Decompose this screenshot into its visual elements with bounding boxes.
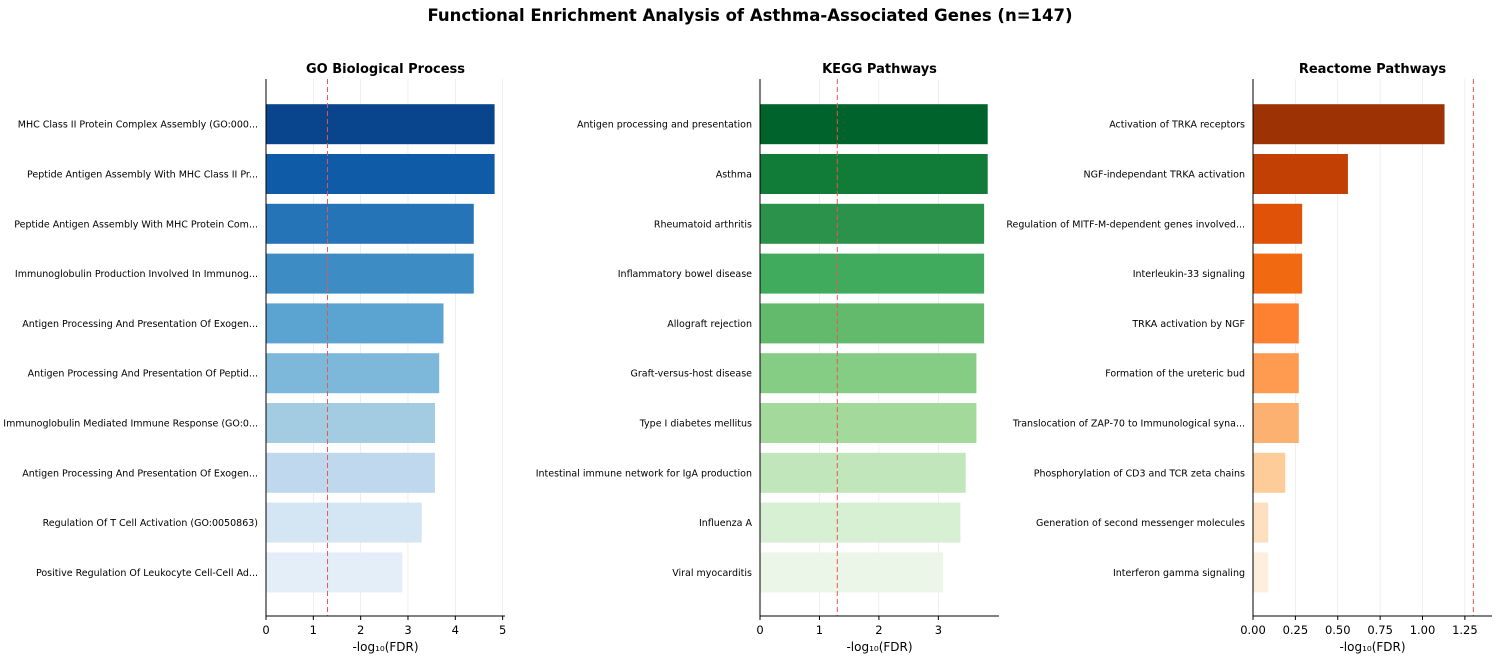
category-label: Positive Regulation Of Leukocyte Cell-Ce… (36, 568, 258, 579)
bar (1253, 154, 1348, 194)
bar (760, 203, 985, 244)
panel-title: Reactome Pathways (1299, 62, 1447, 77)
panel-title: GO Biological Process (306, 62, 465, 77)
bar (760, 353, 977, 394)
x-tick-label: 5 (499, 623, 506, 637)
x-axis-label: -log₁₀(FDR) (352, 640, 418, 654)
category-label: Graft-versus-host disease (631, 369, 753, 380)
category-label: Interleukin-33 signaling (1133, 269, 1245, 280)
category-label: Regulation of MITF-M-dependent genes inv… (1006, 219, 1245, 230)
category-label: Intestinal immune network for IgA produc… (536, 468, 752, 479)
bar (1253, 552, 1269, 593)
category-label: Antigen Processing And Presentation Of E… (22, 319, 258, 330)
x-axis-label: -log₁₀(FDR) (1339, 640, 1405, 654)
x-tick-label: 4 (452, 623, 459, 637)
category-label: Phosphorylation of CD3 and TCR zeta chai… (1034, 468, 1245, 479)
category-label: Activation of TRKA receptors (1109, 120, 1245, 131)
bar (1253, 203, 1303, 244)
category-label: Antigen processing and presentation (577, 120, 752, 131)
panel-2: Antigen processing and presentation Asthm… (536, 62, 999, 654)
category-label: Translocation of ZAP-70 to Immunological… (1012, 419, 1245, 430)
bar (1253, 253, 1303, 294)
category-label: Antigen Processing And Presentation Of E… (22, 468, 258, 479)
category-label: NGF-independant TRKA activation (1084, 170, 1245, 181)
bar (760, 104, 988, 145)
category-label: Rheumatoid arthritis (654, 219, 752, 230)
category-label: MHC Class II Protein Complex Assembly (G… (18, 120, 258, 131)
bar (266, 253, 474, 294)
bar (760, 154, 988, 194)
category-label: Asthma (716, 170, 752, 181)
bar (1253, 452, 1286, 493)
x-axis-label: -log₁₀(FDR) (846, 640, 912, 654)
figure-title: Functional Enrichment Analysis of Asthma… (427, 6, 1072, 25)
panel-3: Activation of TRKA receptors NGF-independ… (1006, 62, 1492, 654)
x-tick-label: 1.25 (1452, 623, 1478, 637)
x-tick-label: 0 (262, 623, 269, 637)
panel-title: KEGG Pathways (822, 62, 937, 77)
bar (1253, 303, 1299, 344)
bar (1253, 403, 1299, 443)
x-tick-label: 3 (404, 623, 411, 637)
bar (760, 552, 944, 593)
bar (266, 353, 440, 394)
category-label: Allograft rejection (667, 319, 752, 330)
bar (266, 552, 403, 593)
x-tick-label: 1.00 (1410, 623, 1436, 637)
x-tick-label: 0.50 (1325, 623, 1351, 637)
bar (266, 154, 495, 194)
x-tick-label: 2 (875, 623, 882, 637)
x-tick-label: 0.00 (1240, 623, 1266, 637)
bar (760, 403, 977, 443)
x-tick-label: 3 (935, 623, 942, 637)
x-tick-label: 1 (816, 623, 823, 637)
category-label: Type I diabetes mellitus (639, 419, 752, 430)
chart-panels: MHC Class II Protein Complex Assembly (G… (3, 62, 1492, 654)
bar (266, 452, 435, 493)
bar (266, 403, 435, 443)
bar (1253, 353, 1299, 394)
bar (760, 303, 985, 344)
category-label: Immunoglobulin Production Involved In Im… (15, 269, 258, 280)
category-label: TRKA activation by NGF (1131, 319, 1245, 330)
category-label: Influenza A (699, 518, 753, 529)
x-tick-label: 0.75 (1367, 623, 1393, 637)
bar (1253, 502, 1269, 543)
bar (760, 502, 961, 543)
panel-1: MHC Class II Protein Complex Assembly (G… (3, 62, 506, 654)
x-tick-label: 0.25 (1283, 623, 1309, 637)
category-label: Inflammatory bowel disease (618, 269, 752, 280)
bar (760, 452, 966, 493)
bar (760, 253, 985, 294)
category-label: Peptide Antigen Assembly With MHC Protei… (14, 219, 258, 230)
x-tick-label: 2 (357, 623, 364, 637)
x-tick-label: 0 (756, 623, 763, 637)
category-label: Antigen Processing And Presentation Of P… (28, 369, 258, 380)
category-label: Viral myocarditis (672, 568, 752, 579)
bar (266, 303, 444, 344)
category-label: Formation of the ureteric bud (1105, 369, 1245, 380)
category-label: Interferon gamma signaling (1113, 568, 1245, 579)
bar (266, 502, 422, 543)
bar (1253, 104, 1445, 145)
bar (266, 203, 474, 244)
category-label: Regulation Of T Cell Activation (GO:0050… (43, 518, 258, 529)
category-label: Immunoglobulin Mediated Immune Response … (3, 419, 258, 430)
category-label: Generation of second messenger molecules (1036, 518, 1245, 529)
bar (266, 104, 495, 145)
category-label: Peptide Antigen Assembly With MHC Class … (27, 170, 258, 181)
x-tick-label: 1 (310, 623, 317, 637)
